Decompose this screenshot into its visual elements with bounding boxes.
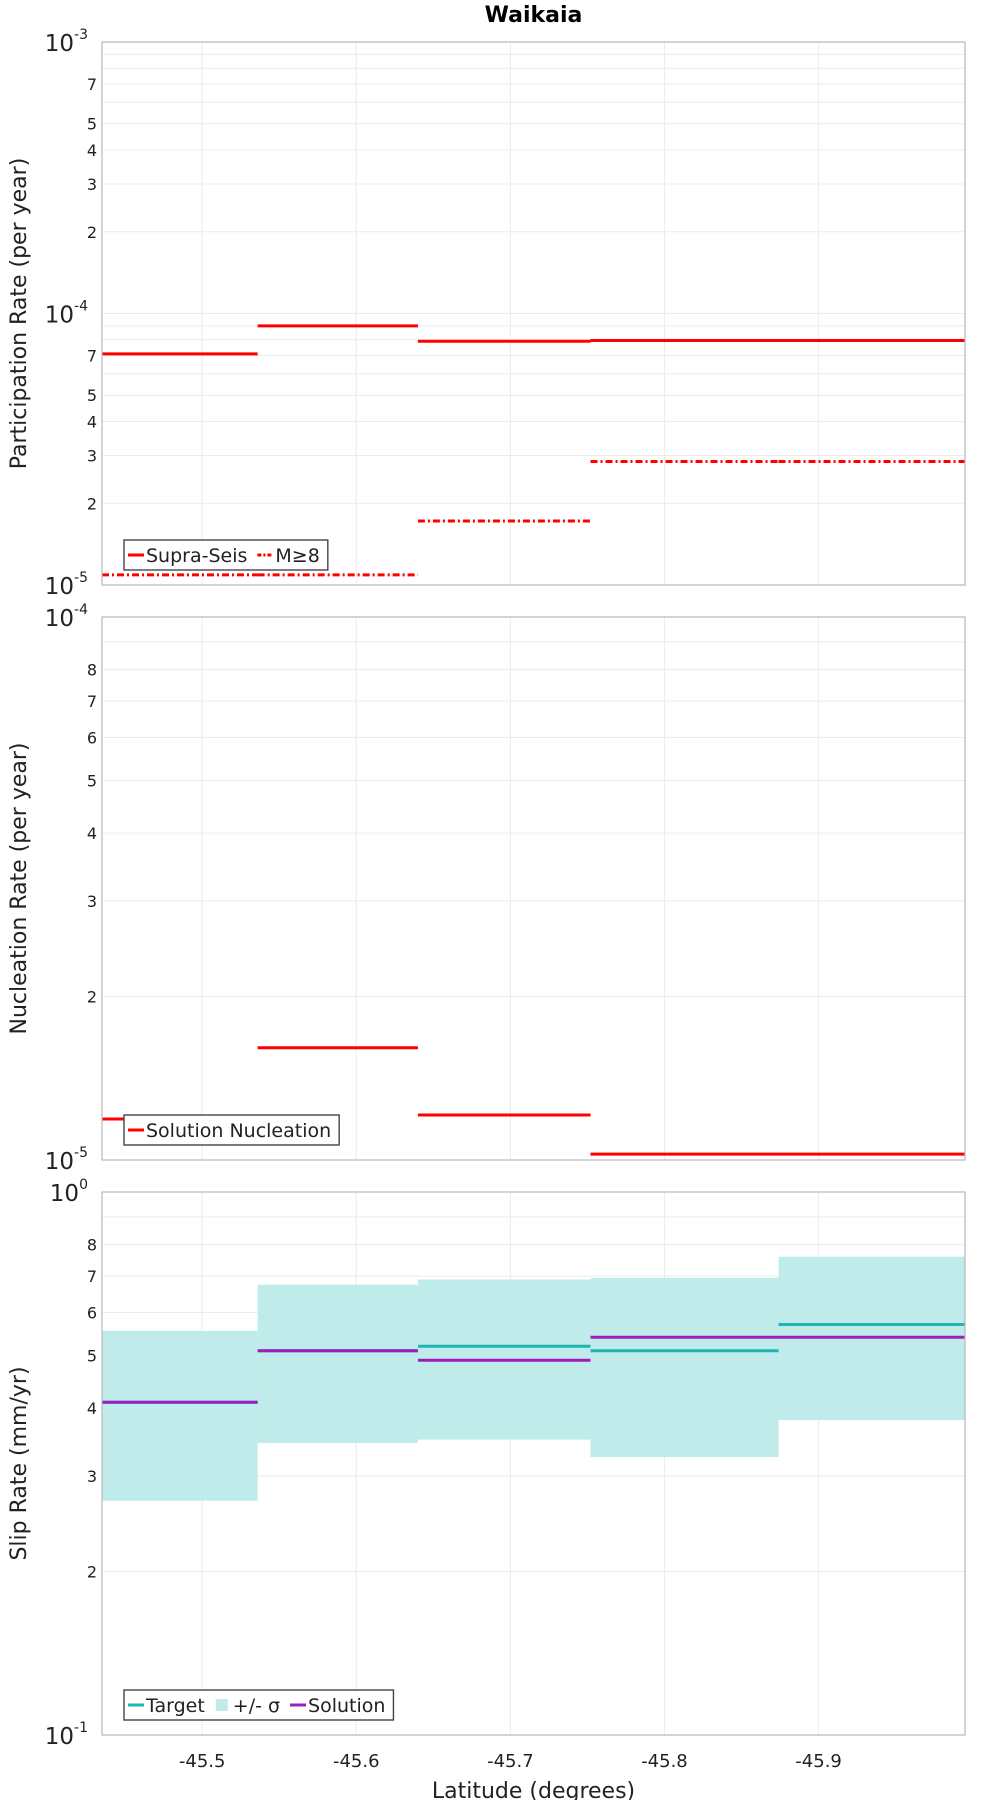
- y-tick-label: 10-4: [45, 299, 88, 329]
- sigma-band-segment: [591, 1278, 779, 1457]
- y-tick-label: 3: [87, 892, 97, 911]
- x-tick-label: -45.6: [333, 1751, 380, 1772]
- y-tick-label: 7: [87, 1267, 97, 1286]
- sigma-band-segment: [258, 1285, 418, 1443]
- x-tick-label: -45.5: [179, 1751, 226, 1772]
- sigma-band-segment: [102, 1331, 258, 1501]
- y-tick-label: 8: [87, 661, 97, 680]
- y-tick-label: 4: [87, 413, 97, 432]
- y-tick-label: 3: [87, 446, 97, 465]
- legend-label: Solution: [308, 1695, 385, 1717]
- chart-panel-2: 10-5 2 3 4 5 6 7 8 10-4 Nucleation Rate (per year…: [7, 602, 965, 1175]
- y-tick-label: 3: [87, 1467, 97, 1486]
- y-axis-label: Participation Rate (per year): [7, 158, 32, 470]
- y-tick-label: 100: [50, 1177, 88, 1207]
- y-tick-label: 7: [87, 75, 97, 94]
- x-tick-label: -45.7: [487, 1751, 534, 1772]
- y-tick-label: 4: [87, 824, 97, 843]
- chart-title: Waikaia: [485, 3, 583, 28]
- y-tick-label: 5: [87, 771, 97, 790]
- plot-area: [102, 617, 965, 1160]
- y-axis-label: Slip Rate (mm/yr): [7, 1366, 32, 1560]
- y-tick-label: 10-1: [45, 1720, 88, 1750]
- y-tick-label: 6: [87, 1303, 97, 1322]
- legend-label: +/- σ: [233, 1695, 280, 1717]
- y-tick-label: 5: [87, 115, 97, 134]
- y-tick-label: 6: [87, 728, 97, 747]
- legend: Target +/- σ Solution: [124, 1690, 393, 1720]
- y-tick-label: 5: [87, 1346, 97, 1365]
- legend: Supra-Seis M≥8: [124, 540, 328, 570]
- legend: Solution Nucleation: [124, 1115, 339, 1145]
- y-tick-label: 10-4: [45, 602, 88, 632]
- y-tick-label: 2: [87, 494, 97, 513]
- legend-label: M≥8: [275, 545, 319, 567]
- y-tick-label: 10-5: [45, 1145, 88, 1175]
- legend-label: Target: [145, 1695, 205, 1717]
- y-tick-label: 3: [87, 175, 97, 194]
- y-tick-label: 7: [87, 692, 97, 711]
- y-tick-label: 2: [87, 223, 97, 242]
- x-tick-label: -45.9: [795, 1751, 842, 1772]
- legend-label: Solution Nucleation: [146, 1120, 331, 1142]
- y-tick-label: 2: [87, 1563, 97, 1582]
- y-axis-label: Nucleation Rate (per year): [7, 743, 32, 1035]
- figure: 10-5 2 3 4 5 7 10-4 2 3 4 5 7 10-3 Participation Rate…: [0, 0, 1000, 1800]
- chart-panel-3: 10-1 2 3 4 5 6 7 8 100 Slip Rate (mm/yr) -45.5 -45.…: [7, 1177, 965, 1800]
- y-tick-label: 10-5: [45, 570, 88, 600]
- y-tick-label: 7: [87, 347, 97, 366]
- legend-swatch: [216, 1699, 228, 1711]
- y-tick-label: 2: [87, 988, 97, 1007]
- y-tick-label: 8: [87, 1236, 97, 1255]
- y-tick-label: 4: [87, 1399, 97, 1418]
- legend-label: Supra-Seis: [146, 545, 247, 567]
- y-tick-label: 5: [87, 386, 97, 405]
- y-tick-label: 4: [87, 141, 97, 160]
- x-axis-label: Latitude (degrees): [432, 1779, 635, 1800]
- y-tick-label: 10-3: [45, 27, 88, 57]
- chart-panel-1: 10-5 2 3 4 5 7 10-4 2 3 4 5 7 10-3 Participation Rate…: [7, 3, 965, 600]
- x-tick-label: -45.8: [641, 1751, 688, 1772]
